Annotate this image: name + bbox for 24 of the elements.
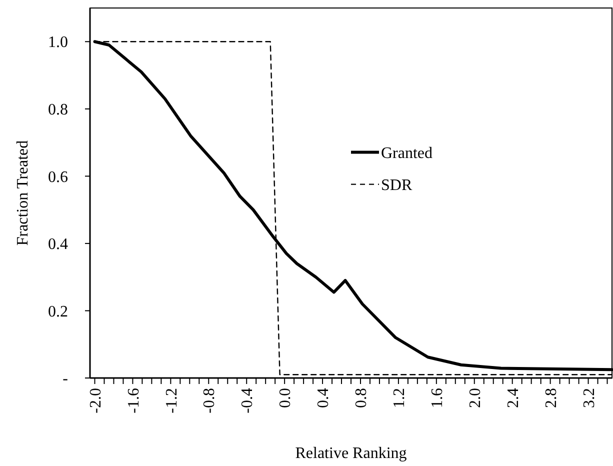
x-tick-label: 1.6	[429, 388, 446, 408]
x-tick-label: 3.2	[580, 388, 598, 408]
legend-label: Granted	[381, 144, 433, 162]
x-tick-label: 0.0	[277, 388, 294, 408]
x-tick-label: -2.0	[87, 388, 104, 414]
x-tick-label: -0.4	[239, 388, 256, 414]
x-tick-label: 2.8	[542, 388, 560, 408]
y-tick-label: -	[62, 370, 68, 388]
x-tick-label: 0.4	[315, 388, 332, 408]
y-tick-label: 0.4	[48, 236, 68, 254]
x-tick-label: 2.0	[466, 388, 484, 408]
x-tick-label: -0.8	[201, 388, 218, 414]
x-axis-title: Relative Ranking	[295, 445, 407, 462]
x-tick-label: 0.8	[353, 388, 370, 408]
x-tick-label: -1.6	[125, 388, 142, 414]
y-tick-label: 0.8	[48, 102, 68, 119]
y-tick-label: 0.2	[48, 303, 68, 320]
x-tick-label: 1.2	[391, 388, 408, 408]
legend-label: SDR	[381, 176, 412, 194]
x-tick-label: 2.4	[504, 388, 522, 408]
y-tick-label: 0.6	[48, 168, 68, 186]
x-tick-label: -1.2	[163, 388, 180, 414]
y-axis-title: Fraction Treated	[14, 140, 32, 246]
y-tick-label: 1.0	[48, 34, 68, 52]
